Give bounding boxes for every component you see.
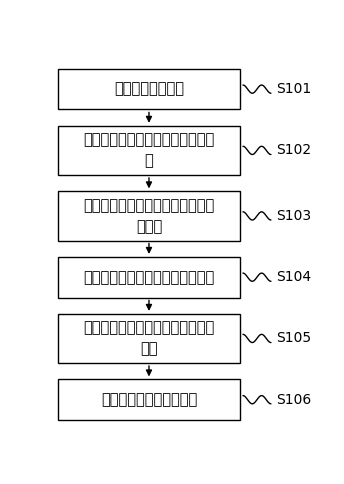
FancyBboxPatch shape: [58, 257, 240, 298]
Text: S101: S101: [276, 82, 312, 96]
FancyBboxPatch shape: [58, 191, 240, 241]
Text: 制备形成发光元件: 制备形成发光元件: [114, 82, 184, 97]
Text: 在发光元件上形成第一初始平坦化
层: 在发光元件上形成第一初始平坦化 层: [83, 133, 215, 168]
FancyBboxPatch shape: [58, 69, 240, 109]
FancyBboxPatch shape: [58, 314, 240, 363]
Text: S102: S102: [276, 143, 311, 157]
Text: S106: S106: [276, 393, 312, 407]
Text: S104: S104: [276, 270, 311, 284]
Text: 在倒三角凹槽表面形成光路调节层: 在倒三角凹槽表面形成光路调节层: [83, 270, 215, 285]
Text: 形成第二初始平坦化层覆盖光路调
节层: 形成第二初始平坦化层覆盖光路调 节层: [83, 320, 215, 356]
Text: 刻蚀第一初始平坦化层，形成倒三
角凹槽: 刻蚀第一初始平坦化层，形成倒三 角凹槽: [83, 198, 215, 234]
FancyBboxPatch shape: [58, 379, 240, 420]
FancyBboxPatch shape: [58, 126, 240, 175]
Text: S105: S105: [276, 332, 311, 346]
Text: S103: S103: [276, 209, 311, 223]
Text: 在平坦化层上形成透镜层: 在平坦化层上形成透镜层: [101, 392, 197, 407]
